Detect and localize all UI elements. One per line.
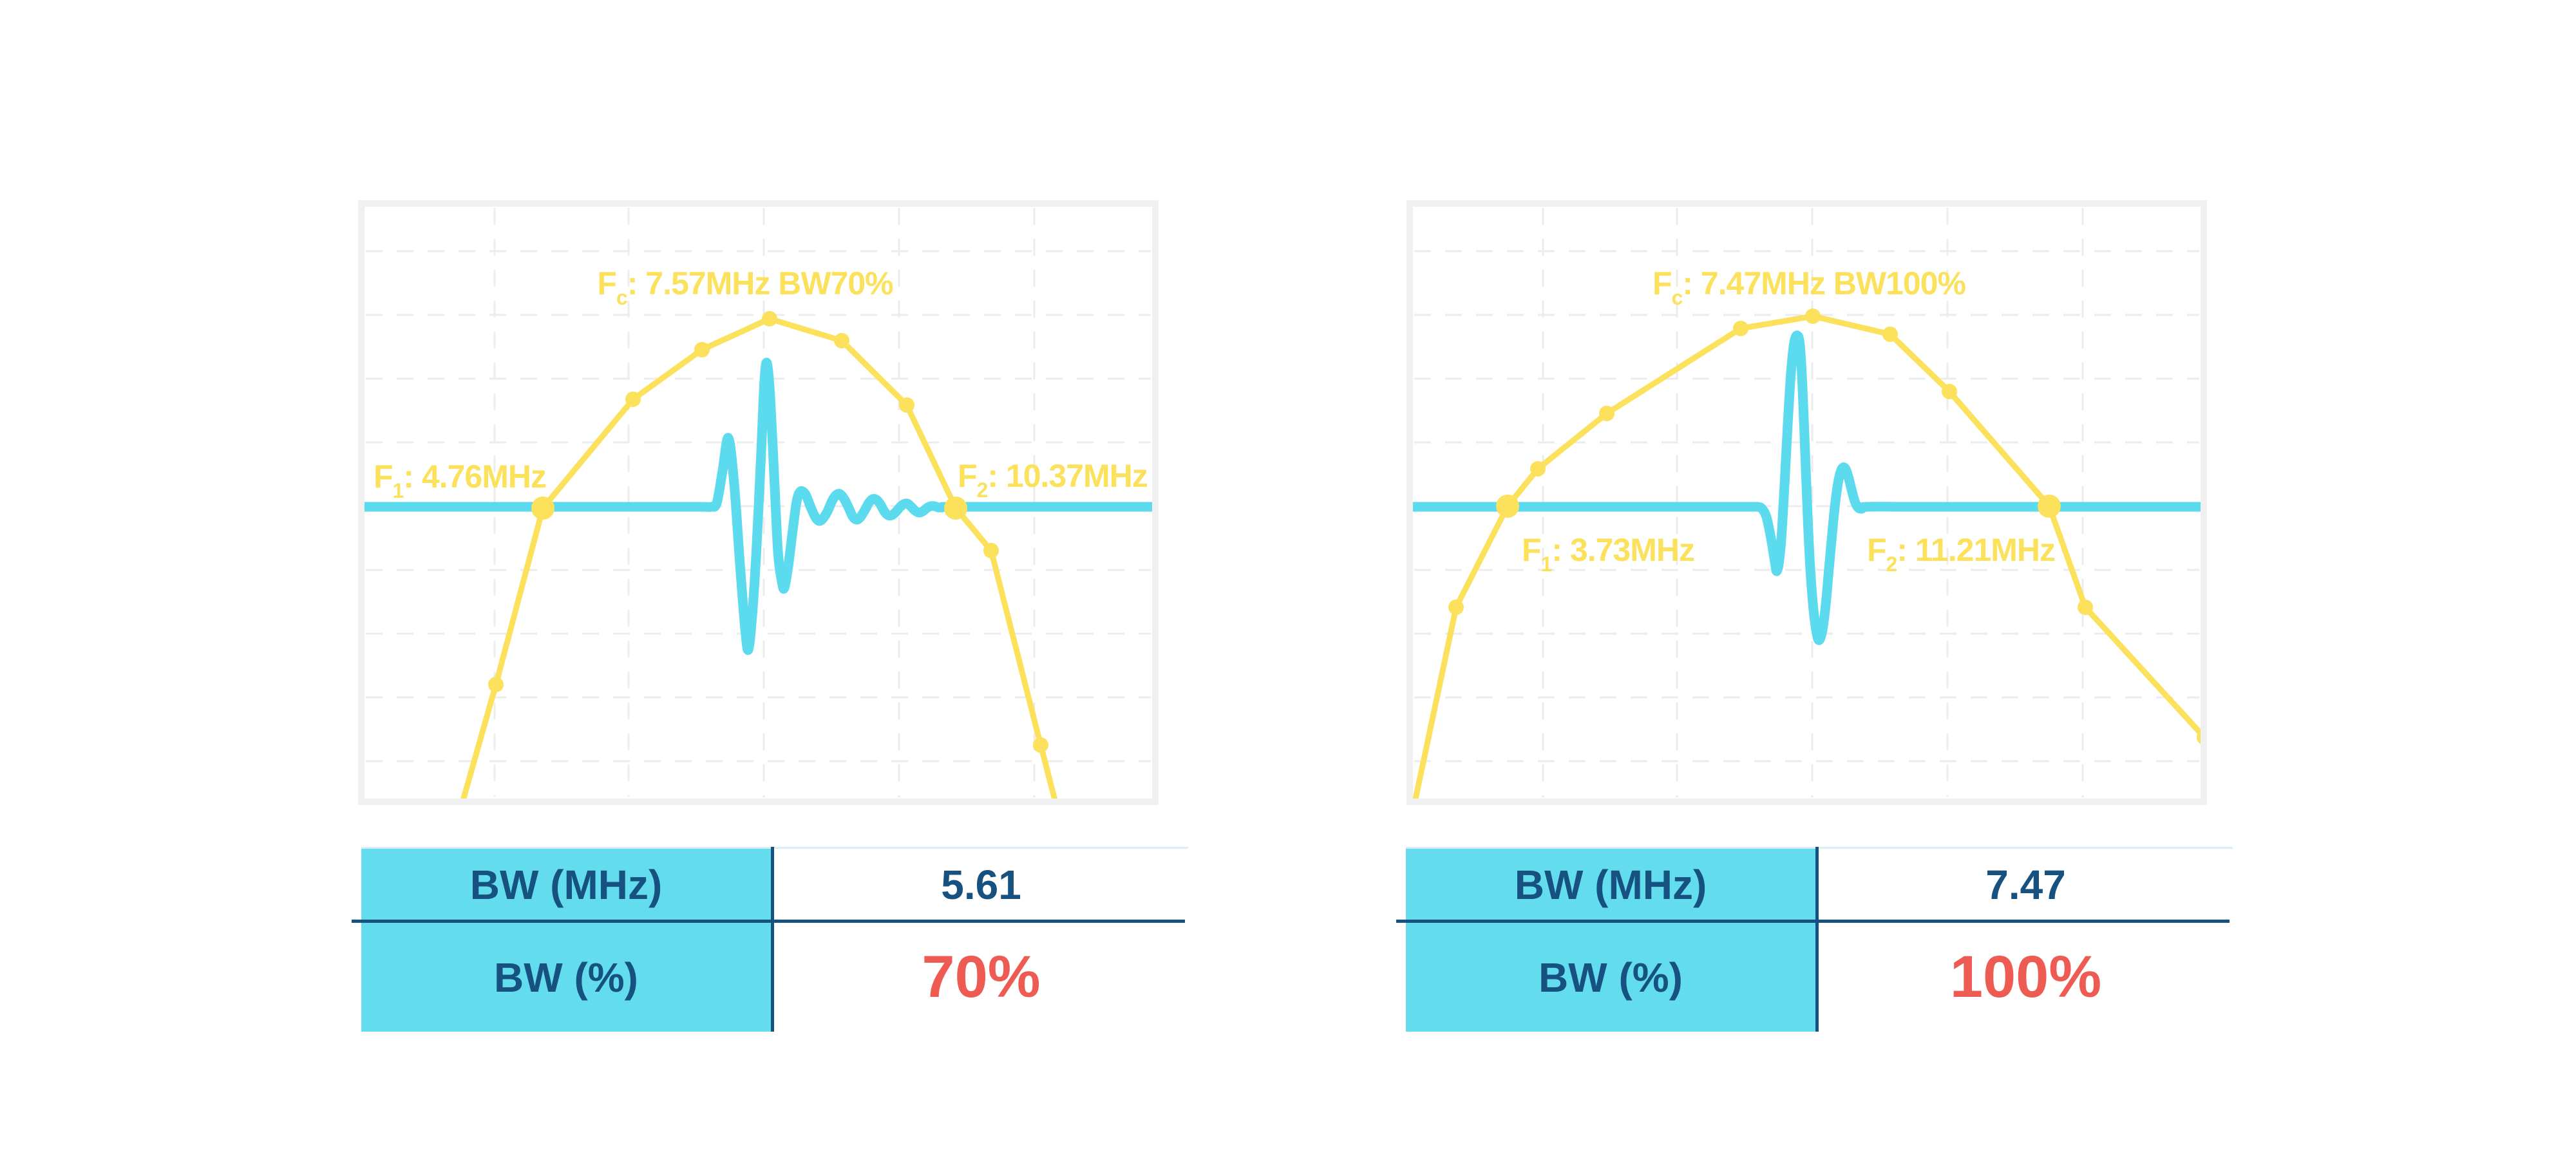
f2-frequency-label: F2: 10.37MHz bbox=[958, 458, 1148, 502]
spectrum-point-marker bbox=[762, 311, 777, 326]
spectrum-point-marker bbox=[1033, 737, 1048, 753]
spectrum-point-marker bbox=[1530, 461, 1546, 477]
pulse-waveform bbox=[1406, 330, 2207, 645]
chart-title-fc-bw: Fc: 7.47MHz BW100% bbox=[1653, 265, 1966, 309]
bw-mhz-row-header: BW (MHz) bbox=[1514, 862, 1707, 908]
spectrum-point-marker bbox=[1882, 326, 1898, 342]
spectrum-point-marker bbox=[488, 677, 504, 692]
spectrum-chart-bw100: Fc: 7.47MHz BW100% F1: 3.73MHz F2: 11.21MH… bbox=[1406, 200, 2207, 805]
bw-mhz-value: 5.61 bbox=[941, 862, 1021, 908]
f1-frequency-label: F1: 3.73MHz bbox=[1522, 532, 1694, 576]
table-row-divider bbox=[1396, 920, 2230, 923]
spectrum-point-marker bbox=[834, 333, 849, 348]
spectrum-point-marker bbox=[983, 543, 999, 558]
spectrum-point-marker bbox=[1448, 600, 1464, 615]
table-top-border bbox=[361, 847, 1188, 849]
bw-pct-value: 70% bbox=[922, 944, 1041, 1010]
f1-frequency-label: F1: 4.76MHz bbox=[374, 459, 546, 502]
chart-border bbox=[358, 200, 1159, 805]
spectrum-point-marker bbox=[899, 397, 914, 413]
spectrum-point-marker bbox=[1599, 406, 1615, 421]
table-header-column-bg bbox=[1406, 847, 1815, 1032]
table-top-border bbox=[1406, 847, 2233, 849]
spectrum-point-marker bbox=[1942, 384, 1957, 399]
bw100-chart-svg: Fc: 7.47MHz BW100% F1: 3.73MHz F2: 11.21MH… bbox=[1406, 200, 2207, 805]
pulse-waveform bbox=[358, 357, 1159, 655]
spectrum-crossing-marker bbox=[2038, 495, 2061, 518]
bandwidth-table-bw100: BW (MHz) 7.47 BW (%) 100% bbox=[1396, 847, 2233, 1032]
chart-border bbox=[1406, 200, 2207, 805]
bw-pct-value: 100% bbox=[1949, 944, 2102, 1010]
spectrum-crossing-marker bbox=[531, 497, 554, 520]
bw70-chart-svg: Fc: 7.57MHz BW70% F1: 4.76MHz F2: 10.37MHz bbox=[358, 200, 1159, 805]
spectrum-point-marker bbox=[694, 342, 710, 357]
spectrum-point-marker bbox=[625, 392, 641, 407]
table-header-column-bg bbox=[361, 847, 771, 1032]
table-column-divider bbox=[1815, 847, 1819, 1032]
f2-frequency-label: F2: 11.21MHz bbox=[1867, 532, 2055, 576]
spectrum-curve bbox=[459, 316, 1059, 805]
chart-title-fc-bw: Fc: 7.57MHz BW70% bbox=[597, 265, 893, 309]
bw-mhz-row-header: BW (MHz) bbox=[469, 862, 663, 908]
spectrum-point-marker bbox=[1805, 308, 1821, 324]
spectrum-point-marker bbox=[1733, 321, 1748, 336]
bw-pct-row-header: BW (%) bbox=[1539, 954, 1683, 1001]
bw-mhz-value: 7.47 bbox=[1985, 862, 2066, 908]
bandwidth-table-bw70: BW (MHz) 5.61 BW (%) 70% bbox=[352, 847, 1188, 1032]
spectrum-crossing-marker bbox=[1496, 495, 1519, 518]
table-column-divider bbox=[771, 847, 774, 1032]
bw-pct-row-header: BW (%) bbox=[494, 954, 638, 1001]
spectrum-point-marker bbox=[2078, 600, 2093, 615]
table-row-divider bbox=[352, 920, 1185, 923]
spectrum-crossing-marker bbox=[944, 497, 967, 520]
spectrum-chart-bw70: Fc: 7.57MHz BW70% F1: 4.76MHz F2: 10.37MHz bbox=[358, 200, 1159, 805]
spectrum-curve bbox=[1411, 313, 2207, 805]
